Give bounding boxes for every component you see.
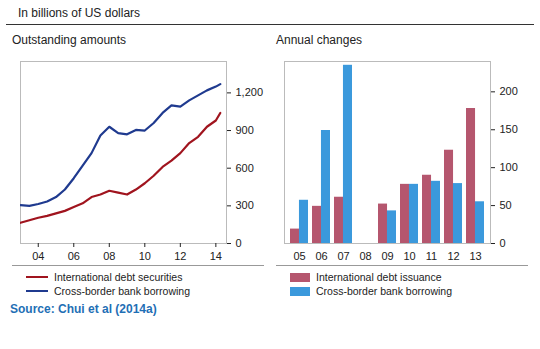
html-text:Annual changes: Annual changes bbox=[276, 33, 363, 47]
svg-text:0: 0 bbox=[500, 237, 506, 249]
svg-text:12: 12 bbox=[447, 250, 459, 262]
svg-text:0: 0 bbox=[236, 237, 242, 249]
html-text:International debt securities: International debt securities bbox=[54, 271, 183, 283]
svg-text:12: 12 bbox=[174, 250, 186, 262]
svg-text:600: 600 bbox=[236, 162, 254, 174]
svg-text:09: 09 bbox=[381, 250, 393, 262]
svg-text:06: 06 bbox=[315, 250, 327, 262]
svg-text:08: 08 bbox=[103, 250, 115, 262]
svg-text:14: 14 bbox=[210, 250, 222, 262]
svg-text:200: 200 bbox=[500, 85, 518, 97]
svg-text:10: 10 bbox=[139, 250, 151, 262]
svg-text:300: 300 bbox=[236, 199, 254, 211]
html-text:International debt issuance: International debt issuance bbox=[316, 271, 442, 283]
svg-text:07: 07 bbox=[337, 250, 349, 262]
svg-text:06: 06 bbox=[68, 250, 80, 262]
svg-text:05: 05 bbox=[293, 250, 305, 262]
svg-text:04: 04 bbox=[32, 250, 44, 262]
svg-text:50: 50 bbox=[500, 199, 512, 211]
svg-text:11: 11 bbox=[426, 250, 437, 262]
html-text:Source: Chui et al (2014a): Source: Chui et al (2014a) bbox=[10, 302, 157, 316]
html-text:Outstanding amounts: Outstanding amounts bbox=[12, 33, 127, 47]
svg-text:10: 10 bbox=[403, 250, 415, 262]
svg-text:100: 100 bbox=[500, 161, 518, 173]
html-text:Cross-border bank borrowing: Cross-border bank borrowing bbox=[54, 285, 190, 297]
svg-text:1,200: 1,200 bbox=[236, 86, 264, 98]
html-text:Cross-border bank borrowing: Cross-border bank borrowing bbox=[316, 285, 452, 297]
svg-text:08: 08 bbox=[359, 250, 371, 262]
html-text:In billions of US dollars: In billions of US dollars bbox=[18, 6, 141, 20]
svg-text:150: 150 bbox=[500, 123, 518, 135]
svg-text:13: 13 bbox=[469, 250, 481, 262]
svg-text:900: 900 bbox=[236, 124, 254, 136]
